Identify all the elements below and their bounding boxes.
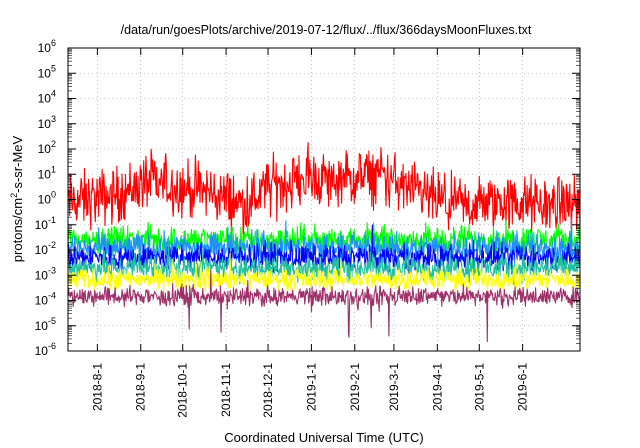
y-tick-exponent: -4: [48, 291, 56, 301]
y-tick-base: 10: [35, 268, 49, 282]
y-tick-label: 10-5: [35, 316, 56, 333]
series-line: [67, 251, 581, 300]
y-tick-exponent: 2: [51, 139, 56, 149]
x-tick-label: 2019-6-1: [516, 363, 530, 411]
x-tick-label: 2019-3-1: [387, 363, 401, 411]
y-axis-title-main: protons/cm: [10, 198, 25, 262]
y-tick-label: 10-1: [35, 215, 56, 232]
y-tick-exponent: -5: [48, 316, 56, 326]
y-tick-base: 10: [35, 294, 49, 308]
y-tick-exponent: -6: [48, 341, 56, 351]
y-axis-title-rest: -s-sr-MeV: [10, 135, 25, 192]
y-tick-exponent: -3: [48, 265, 56, 275]
y-tick-exponent: 3: [51, 114, 56, 124]
x-tick-label: 2019-5-1: [472, 363, 486, 411]
x-tick-label: 2018-12-1: [261, 363, 275, 418]
series-line: [67, 141, 581, 243]
axis-ticks: [68, 47, 580, 352]
y-tick-exponent: 4: [51, 89, 56, 99]
y-tick-label: 103: [38, 114, 56, 131]
series-line: [67, 224, 581, 276]
y-axis-title: protons/cm2-s-sr-MeV: [9, 135, 25, 262]
y-tick-label: 104: [38, 89, 56, 106]
y-tick-label: 10-3: [35, 265, 56, 282]
y-tick-base: 10: [38, 41, 52, 55]
series-line: [67, 270, 581, 343]
y-tick-exponent: 1: [51, 164, 56, 174]
y-tick-base: 10: [38, 193, 52, 207]
y-tick-labels: 10-610-510-410-310-210-11001011021031041…: [35, 38, 56, 358]
y-tick-exponent: -2: [48, 240, 56, 250]
y-tick-base: 10: [38, 117, 52, 131]
x-tick-label: 2019-1-1: [304, 363, 318, 411]
y-tick-exponent: 5: [51, 63, 56, 73]
series-line: [67, 236, 581, 286]
x-tick-label: 2018-9-1: [134, 363, 148, 411]
y-tick-exponent: 6: [51, 38, 56, 48]
y-tick-label: 102: [38, 139, 56, 156]
x-tick-label: 2018-11-1: [219, 363, 233, 417]
x-axis-title: Coordinated Universal Time (UTC): [224, 430, 423, 445]
y-tick-base: 10: [38, 92, 52, 106]
chart-title: /data/run/goesPlots/archive/2019-07-12/f…: [121, 23, 532, 37]
x-tick-label: 2018-8-1: [90, 363, 104, 411]
y-tick-base: 10: [35, 243, 49, 257]
x-tick-labels: 2018-8-1 2018-9-1 2018-10-1 2018-11-1 2018-1…: [90, 363, 529, 418]
y-tick-base: 10: [35, 319, 49, 333]
y-tick-base: 10: [38, 142, 52, 156]
y-tick-label: 106: [38, 38, 56, 55]
y-tick-base: 10: [35, 218, 49, 232]
series-layer: [67, 141, 581, 343]
y-tick-base: 10: [35, 344, 49, 358]
y-tick-label: 100: [38, 190, 56, 207]
y-tick-exponent: -1: [48, 215, 56, 225]
y-tick-label: 10-4: [35, 291, 56, 308]
x-tick-label: 2019-4-1: [430, 363, 444, 411]
y-tick-label: 10-6: [35, 341, 56, 358]
y-tick-label: 101: [38, 164, 56, 181]
y-tick-label: 105: [38, 63, 56, 80]
y-axis-title-sup: 2: [9, 193, 19, 198]
y-tick-base: 10: [38, 66, 52, 80]
y-tick-label: 10-2: [35, 240, 56, 257]
y-tick-base: 10: [38, 167, 52, 181]
x-tick-label: 2018-10-1: [176, 363, 190, 418]
x-tick-label: 2019-2-1: [348, 363, 362, 411]
y-tick-exponent: 0: [51, 190, 56, 200]
